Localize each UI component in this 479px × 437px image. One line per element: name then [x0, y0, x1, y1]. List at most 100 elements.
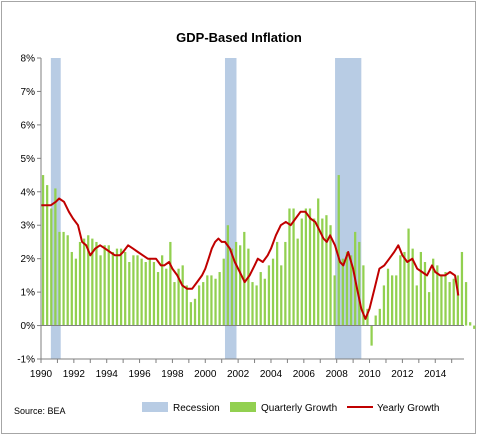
- quarterly-bar: [165, 268, 168, 326]
- quarterly-bar: [382, 285, 386, 326]
- quarterly-bar: [321, 218, 324, 326]
- quarterly-bar: [411, 248, 414, 326]
- quarterly-bar: [87, 235, 90, 326]
- quarterly-bar: [91, 238, 94, 326]
- quarterly-bar: [440, 275, 443, 326]
- quarterly-growth-bars: [41, 175, 476, 346]
- quarterly-bar: [267, 265, 271, 326]
- source-note: Source: BEA: [14, 406, 66, 416]
- x-tick-label: 1994: [96, 369, 119, 380]
- quarterly-bar: [399, 255, 402, 326]
- quarterly-bar: [403, 251, 406, 326]
- quarterly-bar: [374, 315, 377, 326]
- quarterly-bar: [255, 285, 258, 326]
- y-tick-label: 7%: [21, 87, 36, 98]
- quarterly-bar: [62, 231, 65, 326]
- quarterly-bar: [156, 272, 160, 326]
- quarterly-bar: [218, 272, 221, 326]
- quarterly-bar: [210, 275, 213, 326]
- quarterly-bar: [436, 265, 439, 326]
- x-tick-label: 1990: [30, 369, 53, 380]
- quarterly-bar: [329, 225, 332, 326]
- y-tick-label: 1%: [21, 288, 36, 299]
- quarterly-bar: [337, 175, 340, 326]
- quarterly-bar: [234, 241, 238, 326]
- quarterly-bar: [395, 275, 398, 326]
- legend-label-yearly: Yearly Growth: [377, 403, 439, 414]
- quarterly-bar: [263, 278, 266, 326]
- quarterly-bar: [189, 302, 193, 326]
- quarterly-bar: [304, 208, 308, 326]
- quarterly-bar: [456, 275, 459, 326]
- quarterly-bar: [284, 241, 287, 326]
- quarterly-bar: [386, 268, 390, 326]
- quarterly-bar: [366, 308, 369, 326]
- quarterly-bar: [333, 275, 336, 326]
- x-tick-label: 2008: [326, 369, 349, 380]
- legend-swatch-recession: [142, 402, 168, 412]
- quarterly-bar: [349, 255, 353, 326]
- quarterly-bar: [185, 285, 188, 326]
- quarterly-bar: [308, 208, 312, 326]
- legend-label-recession: Recession: [173, 403, 220, 414]
- quarterly-bar: [243, 231, 246, 326]
- y-tick-label: 5%: [21, 154, 36, 165]
- quarterly-bar: [50, 208, 53, 326]
- quarterly-bar: [432, 258, 435, 326]
- x-tick-label: 2002: [227, 369, 250, 380]
- quarterly-bar: [276, 241, 279, 326]
- x-tick-label: 2014: [424, 369, 447, 380]
- x-tick-label: 2010: [358, 369, 381, 380]
- quarterly-bar: [103, 245, 106, 326]
- quarterly-bar: [358, 241, 361, 326]
- x-tick-label: 1996: [128, 369, 151, 380]
- quarterly-bar: [152, 262, 156, 326]
- quarterly-bar: [460, 251, 464, 326]
- quarterly-bar: [419, 251, 423, 326]
- quarterly-bar: [251, 282, 254, 326]
- legend-label-quarterly: Quarterly Growth: [261, 403, 337, 414]
- x-tick-label: 2004: [260, 369, 283, 380]
- quarterly-bar: [341, 258, 344, 326]
- quarterly-bar: [181, 265, 184, 326]
- quarterly-bar: [345, 251, 349, 326]
- quarterly-bar: [74, 258, 78, 326]
- x-tick-label: 2012: [391, 369, 414, 380]
- yearly-growth-line-layer: [41, 197, 460, 320]
- quarterly-bar: [247, 248, 250, 326]
- y-tick-label: 0%: [21, 321, 36, 332]
- quarterly-bar: [206, 275, 209, 326]
- quarterly-bar: [423, 262, 427, 326]
- quarterly-bar: [448, 282, 451, 326]
- quarterly-bar: [378, 308, 381, 326]
- quarterly-bar: [312, 218, 316, 326]
- quarterly-bar: [78, 241, 82, 326]
- quarterly-bar: [444, 272, 447, 326]
- quarterly-bar: [230, 248, 234, 326]
- quarterly-bar: [317, 198, 320, 326]
- quarterly-bar: [66, 235, 69, 326]
- y-tick-label: 6%: [21, 120, 36, 131]
- chart-title: GDP-Based Inflation: [176, 30, 302, 45]
- quarterly-bar: [193, 298, 197, 326]
- quarterly-bar: [362, 265, 365, 326]
- quarterly-bar: [452, 278, 455, 326]
- y-tick-label: 4%: [21, 187, 36, 198]
- quarterly-bar: [370, 325, 373, 346]
- quarterly-bar: [222, 258, 225, 326]
- quarterly-bar: [70, 251, 73, 326]
- quarterly-bar: [140, 258, 143, 326]
- quarterly-bar: [214, 278, 217, 326]
- x-tick-label: 2006: [293, 369, 316, 380]
- quarterly-bar: [46, 185, 49, 326]
- quarterly-bar: [226, 225, 229, 326]
- quarterly-bar: [95, 241, 98, 326]
- quarterly-bar: [469, 322, 472, 326]
- quarterly-bar: [144, 262, 147, 326]
- quarterly-bar: [99, 255, 102, 326]
- quarterly-bar: [415, 285, 418, 326]
- quarterly-bar: [473, 325, 476, 329]
- quarterly-bar: [161, 255, 164, 326]
